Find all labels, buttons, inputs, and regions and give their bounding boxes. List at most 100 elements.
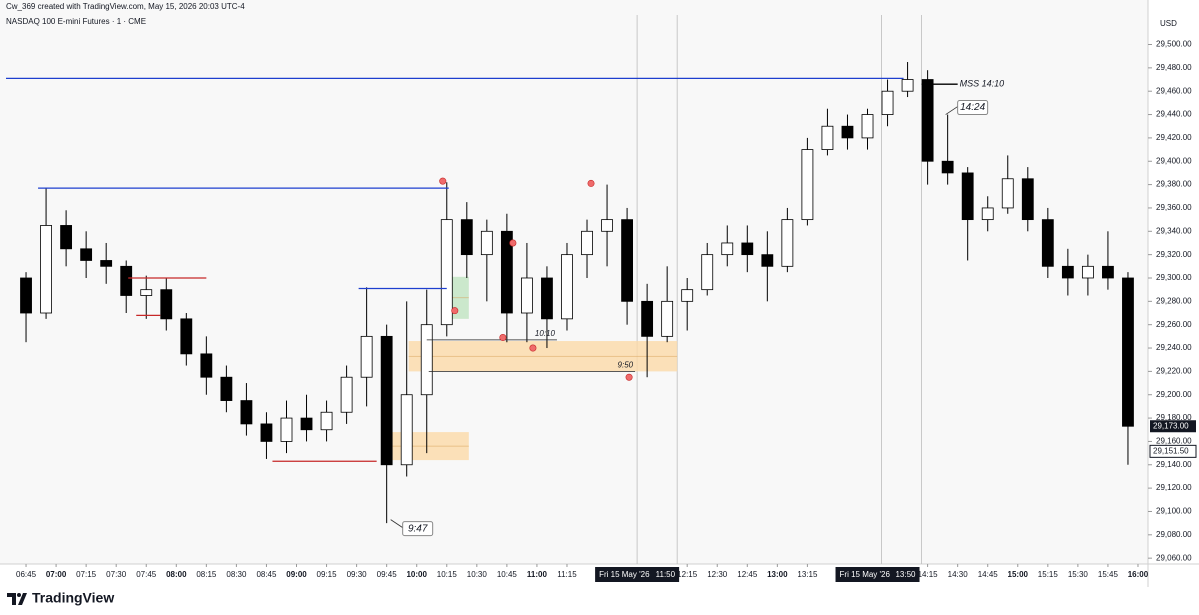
candle-body xyxy=(340,376,353,413)
y-tick-label: 29,500.00 xyxy=(1156,40,1192,49)
x-tick-label: 08:30 xyxy=(226,570,247,579)
plot xyxy=(6,15,1134,564)
marker-dot xyxy=(529,344,537,352)
candle-body xyxy=(1122,277,1134,427)
x-tick-label: 09:45 xyxy=(377,570,398,579)
x-tick-label: 08:45 xyxy=(256,570,277,579)
mss-label: MSS 14:10 xyxy=(960,79,1005,89)
x-tick-label: 12:15 xyxy=(677,570,698,579)
time-label-time: 13:50 xyxy=(895,570,916,579)
chart-title: NASDAQ 100 E-mini Futures · 1 · CME xyxy=(6,17,146,26)
marker-dot xyxy=(439,177,447,185)
x-tick-label: 09:00 xyxy=(286,570,307,579)
y-tick-label: 29,320.00 xyxy=(1156,250,1192,259)
candle-body xyxy=(200,353,213,378)
candle-body xyxy=(300,417,313,431)
candle-body xyxy=(521,277,533,314)
y-tick-label: 29,480.00 xyxy=(1156,63,1192,72)
x-tick-label: 15:00 xyxy=(1008,570,1029,579)
logo-dot xyxy=(17,593,21,597)
candle-body xyxy=(180,318,193,355)
plot-background xyxy=(0,0,1148,564)
callout-leader xyxy=(945,106,958,115)
candle-body xyxy=(601,219,613,232)
x-tick-label: 15:30 xyxy=(1068,570,1089,579)
y-tick-label: 29,280.00 xyxy=(1156,296,1192,305)
x-tick-label: 10:30 xyxy=(467,570,488,579)
y-tick-label: 29,200.00 xyxy=(1156,390,1192,399)
time-label-date: Fri 15 May '26 xyxy=(840,570,891,579)
y-tick-label: 29,100.00 xyxy=(1156,507,1192,516)
callout-label: 9:47 xyxy=(408,523,428,534)
candle-body xyxy=(741,242,754,256)
candle-body xyxy=(921,79,934,162)
x-tick-label: 15:45 xyxy=(1098,570,1119,579)
candle-body xyxy=(120,265,133,296)
y-tick-label: 29,160.00 xyxy=(1156,437,1192,446)
candle-body xyxy=(961,172,974,221)
candle-body xyxy=(681,289,694,302)
x-tick-label: 12:45 xyxy=(737,570,758,579)
x-tick-label: 06:45 xyxy=(16,570,37,579)
callout-leader xyxy=(390,519,403,528)
brand: TradingView xyxy=(32,590,114,606)
y-tick-label: 29,080.00 xyxy=(1156,530,1192,539)
x-tick-label: 07:30 xyxy=(106,570,127,579)
x-tick-label: 14:45 xyxy=(978,570,999,579)
candle-body xyxy=(841,125,854,139)
logo xyxy=(7,593,27,605)
time-label-box xyxy=(835,567,920,582)
candle-body xyxy=(480,230,493,256)
candle-body xyxy=(1102,265,1114,279)
candle-body xyxy=(380,335,393,466)
x-tick-label: 12:30 xyxy=(707,570,728,579)
y-tick-label: 29,380.00 xyxy=(1156,180,1192,189)
x-tick-label: 15:15 xyxy=(1038,570,1059,579)
y-tick-label: 29,400.00 xyxy=(1156,156,1192,165)
x-tick-label: 07:45 xyxy=(136,570,157,579)
candle-body xyxy=(941,160,954,174)
callout-box xyxy=(402,521,434,537)
candle-body xyxy=(1021,178,1034,221)
y-tick-label: 29,220.00 xyxy=(1156,366,1192,375)
time-label-box xyxy=(595,567,680,582)
y-tick-label: 29,060.00 xyxy=(1156,553,1192,562)
x-tick-label: 10:45 xyxy=(497,570,518,579)
y-tick-label: 29,120.00 xyxy=(1156,483,1192,492)
x-tick-label: 13:00 xyxy=(767,570,788,579)
candle-body xyxy=(901,79,914,92)
candle-body xyxy=(440,219,453,326)
candle-body xyxy=(621,219,633,302)
marker-dot xyxy=(587,179,595,187)
y-tick-label: 29,340.00 xyxy=(1156,226,1192,235)
x-tick-label: 11:15 xyxy=(557,570,577,579)
candle-body xyxy=(80,248,93,261)
x-tick-label: 09:15 xyxy=(317,570,338,579)
last-price-box xyxy=(1150,420,1196,433)
candle-body xyxy=(1081,265,1094,279)
x-tick-label: 14:30 xyxy=(948,570,969,579)
candle-body xyxy=(40,225,52,314)
candle-body xyxy=(400,394,413,466)
candle-body xyxy=(761,254,774,267)
callout-box xyxy=(957,100,989,116)
time-label-time: 11:50 xyxy=(656,570,676,579)
x-tick-label: 08:00 xyxy=(166,570,187,579)
y-tick-label: 29,460.00 xyxy=(1156,86,1192,95)
candle-body xyxy=(20,277,32,314)
candle-body xyxy=(581,230,593,256)
candle-body xyxy=(1001,178,1014,209)
x-tick-label: 13:15 xyxy=(797,570,818,579)
credit: Cw_369 created with TradingView.com, May… xyxy=(6,2,245,11)
x-tick-label: 11:00 xyxy=(527,570,548,579)
candle-body xyxy=(100,260,113,267)
marked-price-box xyxy=(1149,444,1197,458)
candle-body xyxy=(260,423,273,442)
candle-body xyxy=(60,225,73,250)
candle-body xyxy=(420,324,433,396)
candle-body xyxy=(861,114,874,139)
x-tick-label: 10:00 xyxy=(406,570,427,579)
candle-body xyxy=(140,289,153,296)
